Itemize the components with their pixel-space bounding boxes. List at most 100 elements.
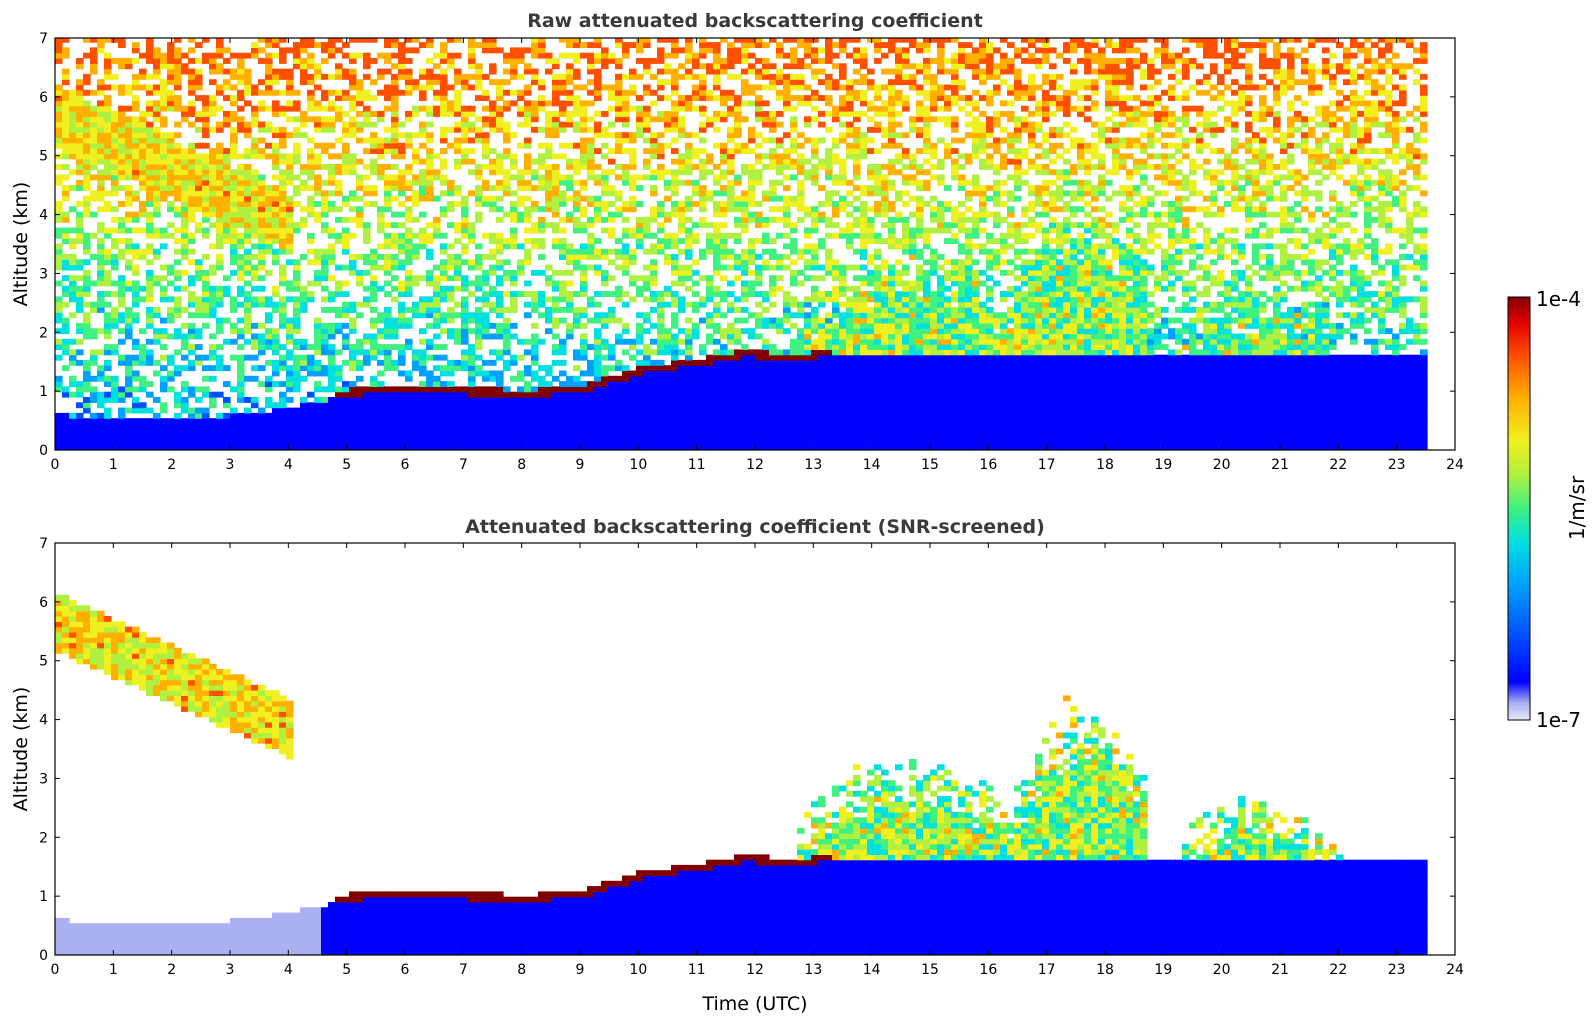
backscatter-cell xyxy=(314,434,322,440)
backscatter-cell xyxy=(167,100,175,107)
backscatter-cell xyxy=(349,73,357,80)
backscatter-cell xyxy=(559,216,567,223)
backscatter-cell xyxy=(734,296,742,303)
backscatter-cell xyxy=(573,418,581,425)
backscatter-cell xyxy=(111,444,119,450)
backscatter-cell xyxy=(349,58,357,64)
backscatter-cell xyxy=(594,444,602,450)
backscatter-cell xyxy=(671,397,679,403)
backscatter-cell xyxy=(153,439,161,446)
backscatter-cell xyxy=(748,174,756,181)
backscatter-cell xyxy=(237,58,245,64)
backscatter-cell xyxy=(230,412,238,419)
backscatter-cell xyxy=(363,63,371,70)
backscatter-cell xyxy=(251,402,259,409)
backscatter-cell xyxy=(104,63,112,70)
backscatter-cell xyxy=(230,190,238,197)
backscatter-cell xyxy=(524,100,532,107)
backscatter-cell xyxy=(531,386,539,393)
backscatter-cell xyxy=(83,312,91,319)
backscatter-cell xyxy=(398,397,406,403)
backscatter-cell xyxy=(503,317,511,324)
backscatter-cell xyxy=(517,444,525,450)
backscatter-cell xyxy=(426,105,434,112)
backscatter-cell xyxy=(706,63,714,70)
backscatter-cell xyxy=(580,307,588,313)
backscatter-cell xyxy=(160,365,168,372)
backscatter-cell xyxy=(692,84,700,91)
backscatter-cell xyxy=(419,391,427,398)
backscatter-cell xyxy=(531,412,539,419)
backscatter-cell xyxy=(55,328,63,335)
backscatter-cell xyxy=(545,100,553,107)
backscatter-cell xyxy=(524,68,532,75)
backscatter-cell xyxy=(496,105,504,112)
backscatter-cell xyxy=(405,89,413,96)
backscatter-cell xyxy=(503,412,511,419)
backscatter-cell xyxy=(314,381,322,387)
backscatter-cell xyxy=(671,365,679,372)
backscatter-cell xyxy=(573,105,581,112)
backscatter-cell xyxy=(335,349,343,356)
backscatter-cell xyxy=(237,365,245,372)
backscatter-cell xyxy=(118,84,126,91)
backscatter-cell xyxy=(720,174,728,181)
backscatter-cell xyxy=(69,434,77,440)
backscatter-cell xyxy=(132,79,140,86)
backscatter-cell xyxy=(545,132,553,139)
backscatter-cell xyxy=(363,412,371,419)
backscatter-cell xyxy=(286,322,294,329)
backscatter-cell xyxy=(454,259,462,266)
backscatter-cell xyxy=(538,158,546,165)
backscatter-cell xyxy=(314,423,322,430)
backscatter-cell xyxy=(419,232,427,239)
backscatter-cell xyxy=(510,158,518,165)
backscatter-cell xyxy=(615,116,623,123)
backscatter-cell xyxy=(356,418,364,425)
backscatter-cell xyxy=(125,381,133,387)
backscatter-cell xyxy=(461,227,469,234)
backscatter-cell xyxy=(475,439,483,446)
backscatter-cell xyxy=(202,153,210,160)
backscatter-cell xyxy=(167,132,175,139)
backscatter-cell xyxy=(741,269,749,276)
backscatter-cell xyxy=(475,402,483,409)
backscatter-cell xyxy=(258,259,266,266)
backscatter-cell xyxy=(230,338,238,345)
backscatter-cell xyxy=(272,344,280,350)
backscatter-cell xyxy=(216,158,224,165)
backscatter-cell xyxy=(335,386,343,393)
backscatter-cell xyxy=(132,254,140,260)
backscatter-cell xyxy=(195,206,203,213)
backscatter-cell xyxy=(587,418,595,425)
backscatter-cell xyxy=(720,444,728,450)
backscatter-cell xyxy=(608,121,616,128)
backscatter-cell xyxy=(62,259,70,266)
backscatter-cell xyxy=(272,439,280,446)
backscatter-cell xyxy=(195,264,203,271)
backscatter-cell xyxy=(153,52,161,59)
backscatter-cell xyxy=(335,206,343,213)
backscatter-cell xyxy=(440,158,448,165)
backscatter-cell xyxy=(510,269,518,276)
backscatter-cell xyxy=(251,333,259,340)
backscatter-cell xyxy=(580,158,588,165)
backscatter-cell xyxy=(685,285,693,292)
backscatter-cell xyxy=(342,121,350,128)
backscatter-cell xyxy=(419,243,427,250)
backscatter-cell xyxy=(125,444,133,450)
backscatter-cell xyxy=(300,111,308,117)
backscatter-cell xyxy=(370,248,378,255)
backscatter-cell xyxy=(202,285,210,292)
backscatter-cell xyxy=(447,328,455,335)
backscatter-cell xyxy=(678,381,686,387)
backscatter-cell xyxy=(251,52,259,59)
backscatter-cell xyxy=(552,190,560,197)
backscatter-cell xyxy=(552,73,560,80)
backscatter-cell xyxy=(83,142,91,149)
backscatter-cell xyxy=(440,391,448,398)
backscatter-cell xyxy=(83,370,91,377)
backscatter-cell xyxy=(615,418,623,425)
backscatter-cell xyxy=(153,126,161,133)
backscatter-cell xyxy=(195,95,203,101)
